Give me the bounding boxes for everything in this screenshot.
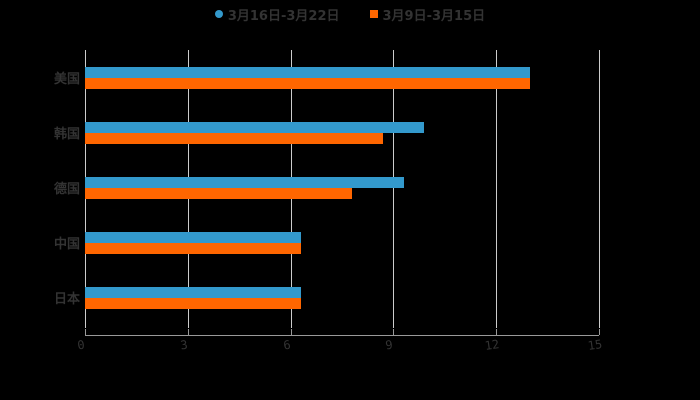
legend-item-series-1[interactable]: 3月16日-3月22日 <box>214 5 340 24</box>
gridline <box>599 50 600 328</box>
gridline <box>393 50 394 328</box>
x-tick-label: 9 <box>384 337 394 353</box>
y-category-label: 美国 <box>53 72 80 87</box>
legend-label: 3月9日-3月15日 <box>382 8 486 24</box>
x-axis-line <box>85 335 599 336</box>
x-tick-label: 12 <box>483 337 501 353</box>
y-category-label: 中国 <box>53 237 80 252</box>
legend-label: 3月16日-3月22日 <box>227 8 340 24</box>
x-tick <box>496 329 497 335</box>
y-category-label: 日本 <box>53 292 80 307</box>
bar-series-1[interactable] <box>85 122 424 133</box>
legend-item-series-2[interactable]: 3月9日-3月15日 <box>369 5 486 24</box>
circle-marker-icon <box>214 10 223 18</box>
x-tick <box>188 329 189 335</box>
bar-series-1[interactable] <box>85 177 404 188</box>
y-category-label: 德国 <box>53 182 80 197</box>
chart-legend: 3月16日-3月22日 3月9日-3月15日 <box>0 4 700 24</box>
bar-series-1[interactable] <box>85 287 301 298</box>
bar-series-1[interactable] <box>85 67 530 78</box>
bar-series-2[interactable] <box>85 243 301 254</box>
bar-series-1[interactable] <box>85 232 301 243</box>
x-tick-label: 0 <box>76 337 86 353</box>
gridline <box>496 50 497 328</box>
square-marker-icon <box>369 10 378 18</box>
x-tick <box>599 329 600 335</box>
x-tick <box>85 329 86 335</box>
bar-series-2[interactable] <box>85 188 352 199</box>
x-tick <box>393 329 394 335</box>
bar-series-2[interactable] <box>85 78 530 89</box>
bar-series-2[interactable] <box>85 133 383 144</box>
plot-area <box>85 50 600 336</box>
x-tick-label: 15 <box>586 337 604 353</box>
y-category-label: 韩国 <box>53 127 80 142</box>
bar-series-2[interactable] <box>85 298 301 309</box>
x-tick <box>291 329 292 335</box>
x-tick-label: 6 <box>282 337 292 353</box>
x-tick-label: 3 <box>179 337 189 353</box>
